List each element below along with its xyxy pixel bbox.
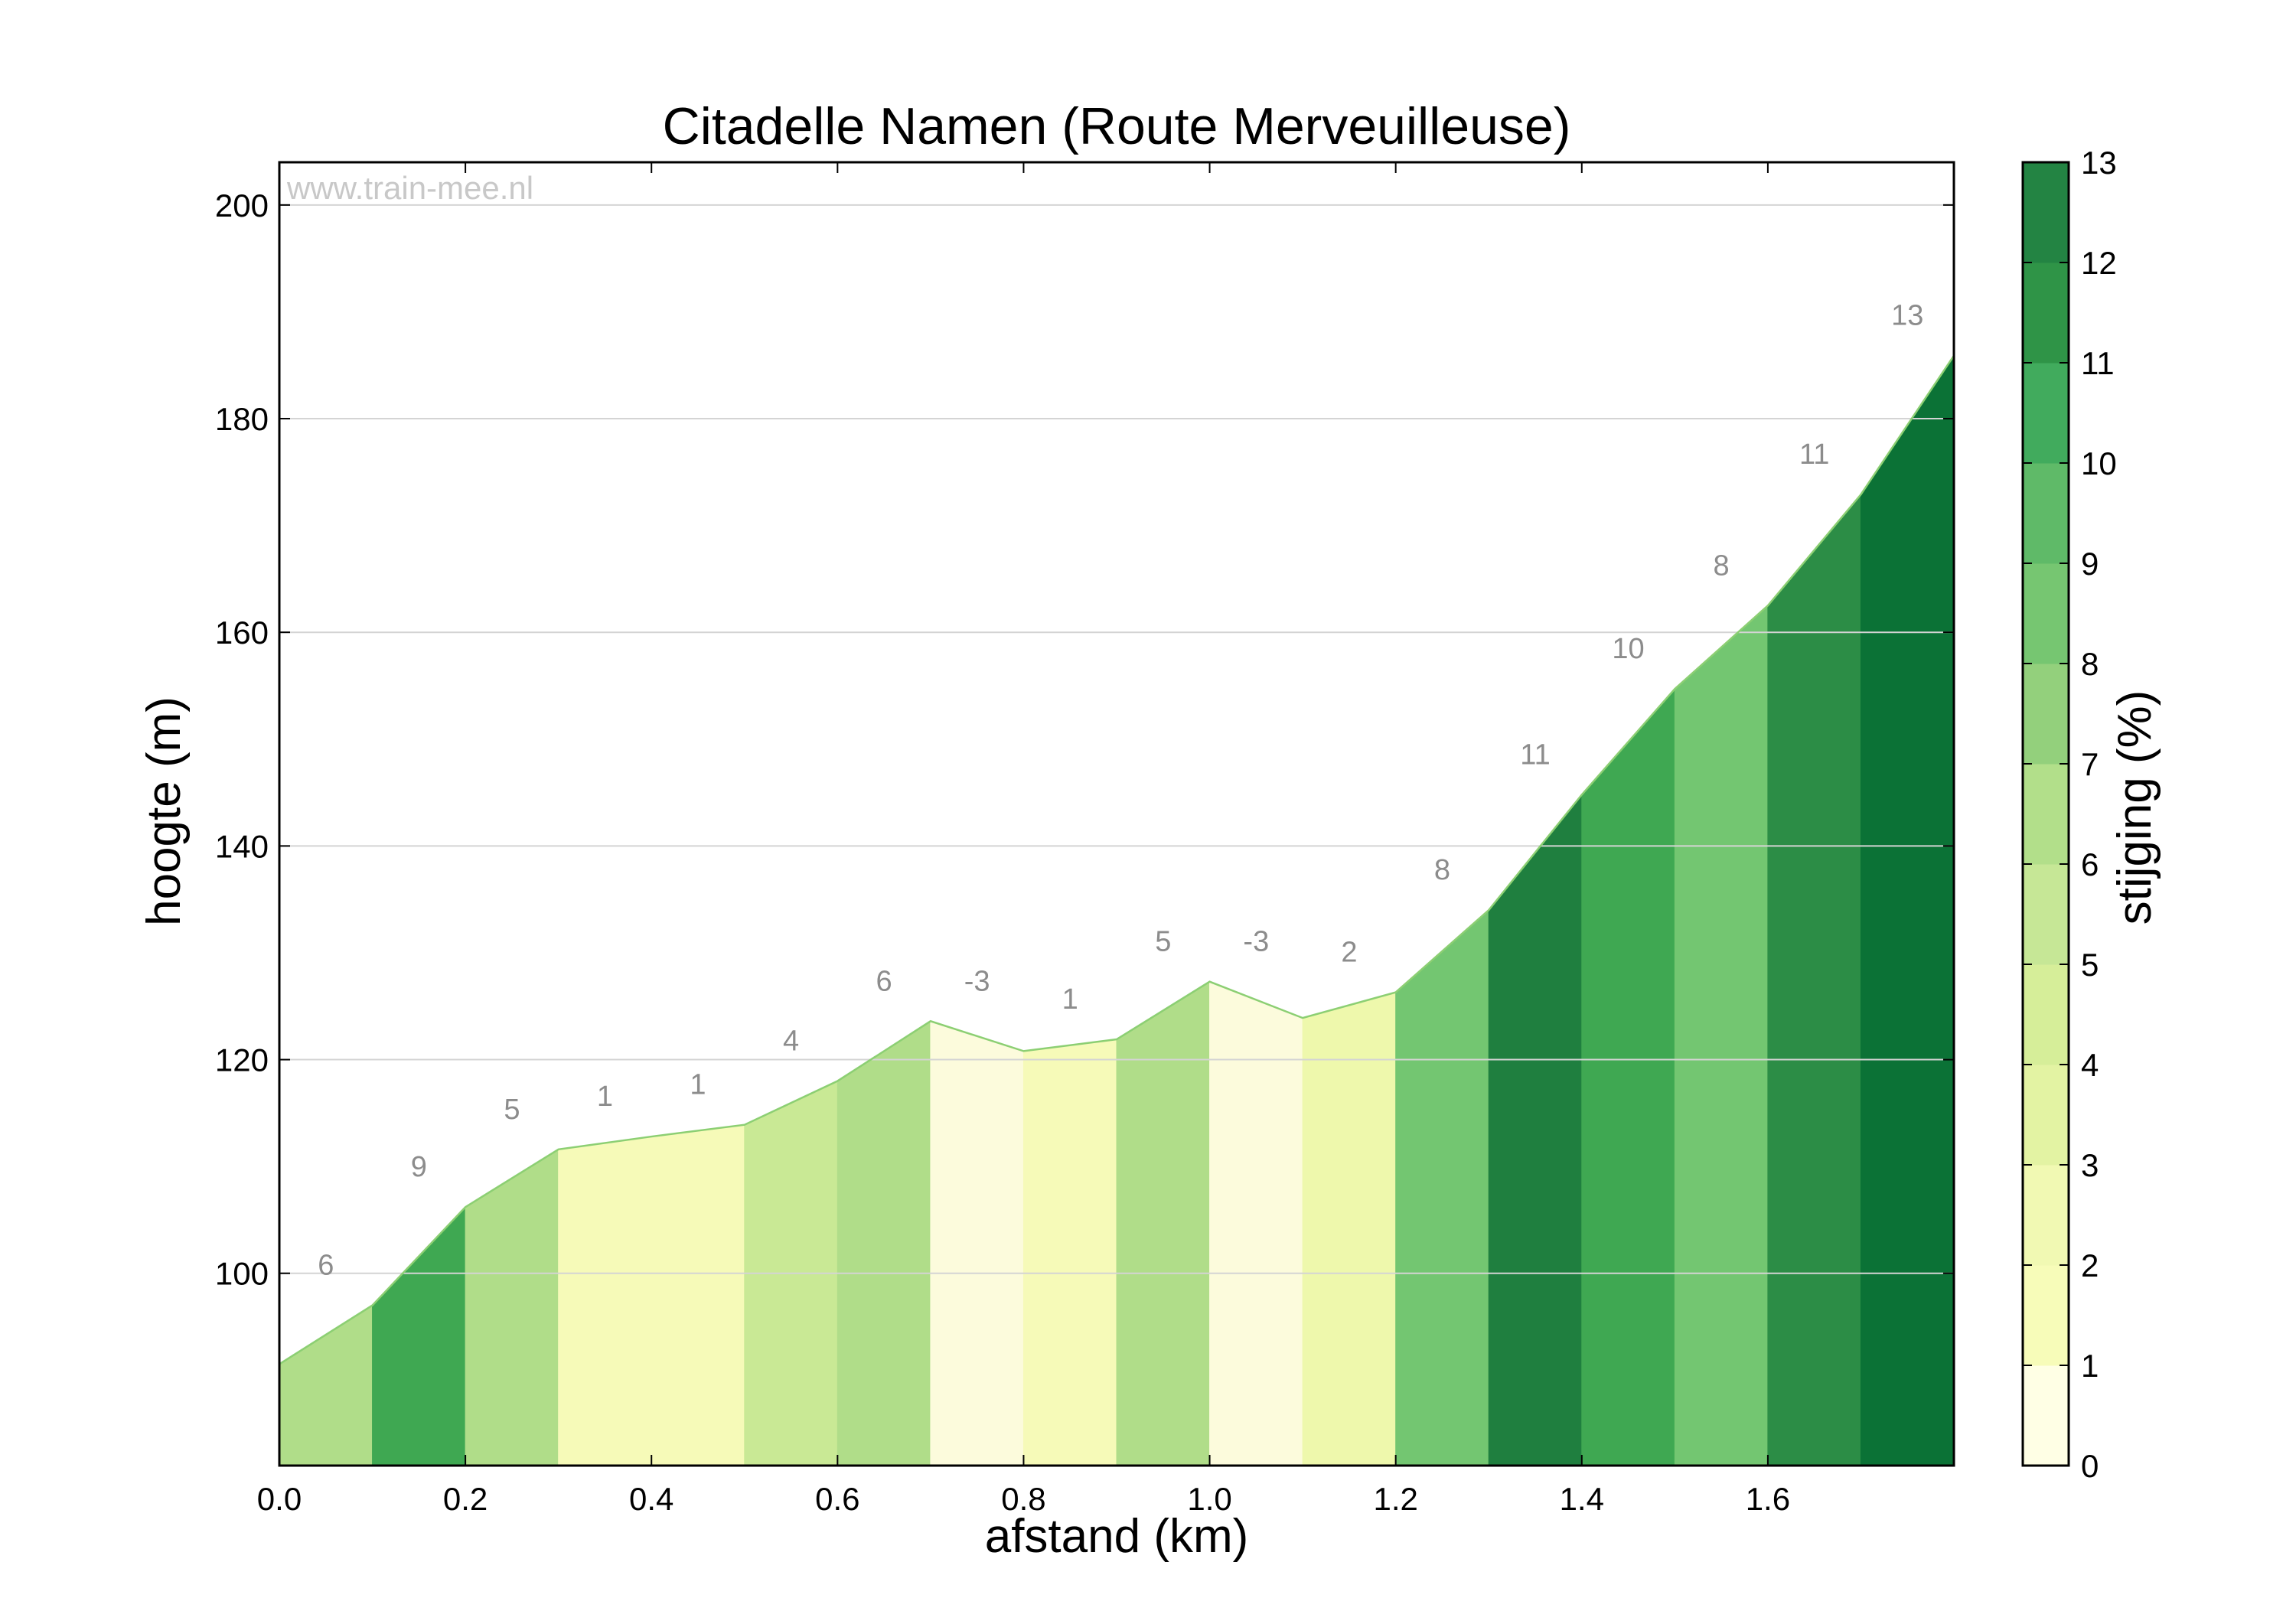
colorbar-label: stijging (%) [2108, 690, 2161, 925]
colorbar-band [2023, 1365, 2069, 1466]
colorbar-tick-label: 0 [2081, 1448, 2099, 1484]
y-tick-label: 140 [215, 828, 269, 864]
grade-label: 5 [504, 1094, 520, 1126]
colorbar-tick-label: 4 [2081, 1047, 2099, 1083]
gridlines [279, 204, 1954, 1274]
watermark: www.train-mee.nl [286, 170, 533, 206]
grade-label: 10 [1612, 633, 1644, 665]
elevation-segment [1116, 980, 1211, 1466]
elevation-segment [837, 1020, 931, 1466]
colorbar-band [2023, 1065, 2069, 1166]
colorbar-tick-label: 3 [2081, 1147, 2099, 1183]
x-tick-label: 1.6 [1746, 1481, 1790, 1517]
elevation-segment [1022, 1039, 1117, 1466]
elevation-segment [651, 1124, 745, 1466]
grade-label: 1 [1062, 983, 1078, 1016]
grade-label: 1 [690, 1069, 706, 1101]
grade-label: -3 [1243, 926, 1269, 958]
y-axis: 100 120 140 160 180 200 [215, 188, 1954, 1292]
colorbar-band [2023, 1165, 2069, 1266]
elevation-segment [1767, 493, 1861, 1466]
colorbar-band [2023, 363, 2069, 464]
y-tick-label: 200 [215, 188, 269, 223]
y-tick-label: 100 [215, 1256, 269, 1292]
elevation-segment [1860, 354, 1955, 1466]
colorbar-band [2023, 263, 2069, 364]
colorbar-band [2023, 1265, 2069, 1366]
colorbar-frame [2021, 161, 2070, 1467]
colorbar-tick-label: 6 [2081, 846, 2099, 882]
x-tick-label: 0.4 [629, 1481, 673, 1517]
grade-label: 8 [1714, 550, 1730, 582]
y-tick-label: 160 [215, 615, 269, 651]
colorbar-tick-label: 7 [2081, 746, 2099, 782]
chart-title: Citadelle Namen (Route Merveuilleuse) [663, 97, 1571, 155]
grade-label: 6 [876, 965, 892, 997]
x-tick-label: 0.8 [1001, 1481, 1045, 1517]
grade-label: -3 [964, 965, 990, 997]
elevation-segment [1674, 605, 1769, 1466]
colorbar-tick-label: 13 [2081, 145, 2117, 181]
elevation-segment [279, 1304, 373, 1466]
y-tick-label: 120 [215, 1042, 269, 1078]
colorbar-tick-label: 11 [2081, 345, 2115, 381]
grade-label: 6 [318, 1250, 334, 1282]
x-tick-label: 1.4 [1560, 1481, 1604, 1517]
colorbar-band [2023, 764, 2069, 865]
colorbar-band [2023, 463, 2069, 564]
x-axis-label: afstand (km) [985, 1510, 1249, 1563]
colorbar-tick-label: 8 [2081, 646, 2099, 682]
colorbar-tick-label: 5 [2081, 947, 2099, 983]
grade-label: 9 [411, 1151, 427, 1183]
colorbar-tick-label: 10 [2081, 445, 2117, 481]
profile-line [279, 354, 1955, 1365]
colorbar-tick-label: 1 [2081, 1348, 2099, 1384]
grade-label: 2 [1341, 937, 1357, 969]
colorbar-band [2023, 864, 2069, 965]
x-tick-label: 1.0 [1187, 1481, 1231, 1517]
y-axis-label: hoogte (m) [138, 696, 191, 926]
x-tick-label: 0.2 [443, 1481, 488, 1517]
colorbar-band [2023, 162, 2069, 263]
grade-label: 11 [1799, 439, 1829, 471]
elevation-segment [1209, 980, 1303, 1466]
colorbar-tick-label: 12 [2081, 245, 2117, 281]
colorbar-bands [2023, 162, 2069, 1466]
elevation-segment [372, 1205, 466, 1466]
colorbar-tick-label: 2 [2081, 1247, 2099, 1283]
grade-label: 13 [1891, 300, 1923, 332]
elevation-segment [465, 1148, 559, 1466]
elevation-segment [1488, 793, 1583, 1466]
grade-label: 1 [597, 1081, 613, 1113]
x-tick-label: 0.0 [257, 1481, 302, 1517]
x-axis: 0.0 0.2 0.4 0.6 0.8 1.0 1.2 1.4 1.6 [257, 162, 1790, 1517]
x-tick-label: 1.2 [1373, 1481, 1417, 1517]
colorbar-band [2023, 664, 2069, 765]
elevation-segment [558, 1136, 652, 1466]
grade-label: 11 [1520, 739, 1550, 771]
colorbar-tick-label: 9 [2081, 546, 2099, 582]
elevation-segments [279, 354, 1955, 1466]
colorbar-band [2023, 964, 2069, 1065]
plot-frame [278, 161, 1955, 1467]
elevation-segment [1395, 909, 1489, 1466]
elevation-segment [1581, 687, 1675, 1466]
grade-label: 4 [783, 1025, 799, 1057]
x-tick-label: 0.6 [815, 1481, 859, 1517]
y-tick-label: 180 [215, 401, 269, 437]
elevation-segment [930, 1020, 1024, 1466]
elevation-segment [1302, 991, 1397, 1466]
grade-label: 5 [1155, 926, 1171, 958]
colorbar-band [2023, 563, 2069, 664]
grade-label: 8 [1434, 854, 1450, 886]
